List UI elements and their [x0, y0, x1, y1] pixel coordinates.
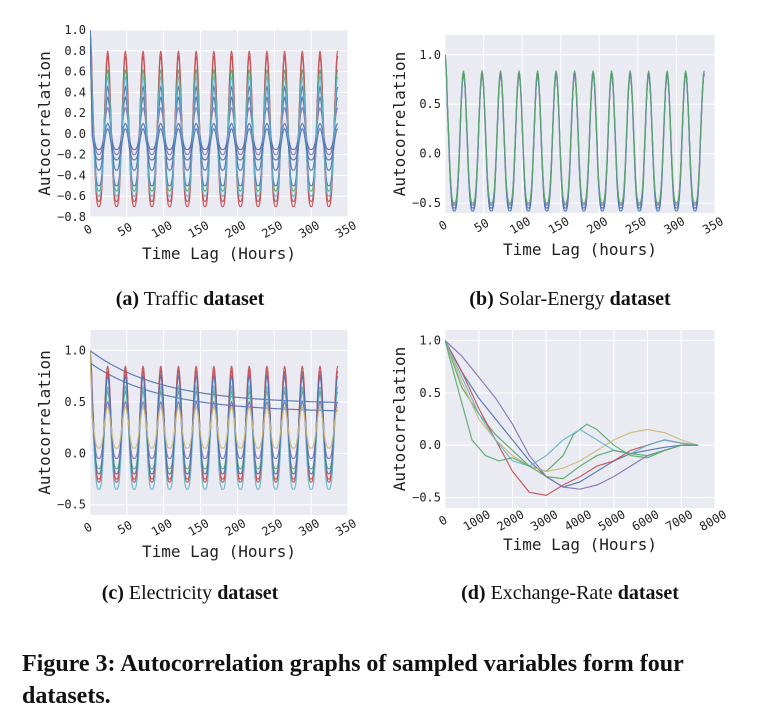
- caption-a: (a) Traffic dataset: [115, 288, 265, 310]
- x-tick-label: 50: [115, 518, 135, 537]
- y-tick-label: 0.4: [64, 85, 86, 99]
- y-tick-label: 0.8: [64, 44, 86, 58]
- series-group: [90, 30, 339, 208]
- y-tick-label: 0.2: [64, 106, 86, 120]
- x-tick-label: 50: [115, 220, 135, 239]
- series-line-blue: [90, 30, 339, 171]
- x-tick-label: 200: [223, 218, 249, 241]
- x-tick-label: 200: [584, 214, 610, 237]
- y-tick-label: 0.6: [64, 65, 86, 79]
- series-line-blue: [90, 30, 339, 151]
- y-tick-label: −0.5: [57, 498, 86, 512]
- series-line-blue: [445, 340, 699, 488]
- series-line-blue: [90, 350, 338, 403]
- x-tick-label: 250: [259, 218, 285, 241]
- x-tick-label: 50: [472, 216, 492, 235]
- y-tick-label: 0.0: [64, 127, 86, 141]
- x-tick-label: 350: [333, 516, 359, 539]
- x-tick-label: 250: [259, 516, 285, 539]
- series-line-red: [90, 30, 339, 208]
- series-line-yellow: [445, 340, 699, 473]
- x-tick-label: 100: [507, 214, 533, 237]
- x-tick-label: 4000: [562, 507, 594, 534]
- electricity-chart: 0 50 100 150 200 250 300 350 −0.5 0.0 0.5 1.0 Time L…: [35, 330, 359, 561]
- x-axis-label: Time Lag (Hours): [142, 244, 296, 263]
- y-tick-label: 1.0: [419, 48, 441, 62]
- y-tick-label: 0.5: [64, 395, 86, 409]
- x-tick-label: 0: [436, 513, 449, 529]
- y-tick-label: −0.6: [57, 189, 86, 203]
- x-tick-label: 350: [700, 214, 726, 237]
- series-line-blue: [90, 350, 339, 475]
- x-tick-label: 100: [149, 218, 175, 241]
- x-tick-label: 300: [662, 214, 688, 237]
- y-tick-label: 1.0: [419, 333, 441, 347]
- y-tick-label: −0.5: [412, 491, 441, 505]
- series-group: [445, 54, 705, 212]
- x-tick-label: 150: [546, 214, 572, 237]
- y-tick-label: 0.0: [419, 147, 441, 161]
- y-tick-label: 0.0: [419, 438, 441, 452]
- x-tick-label: 250: [623, 214, 649, 237]
- series-line-green: [445, 340, 699, 473]
- y-tick-label: 1.0: [64, 344, 86, 358]
- y-tick-label: −0.2: [57, 148, 86, 162]
- caption-b: (b) Solar-Energy dataset: [469, 288, 671, 310]
- x-tick-label: 7000: [663, 507, 695, 534]
- x-axis-label: Time Lag (hours): [503, 240, 657, 259]
- x-tick-label: 0: [81, 520, 94, 536]
- y-axis-label: Autocorrelation: [35, 350, 54, 495]
- x-tick-label: 0: [81, 222, 94, 238]
- x-tick-label: 150: [186, 516, 212, 539]
- x-tick-label: 3000: [528, 507, 560, 534]
- y-tick-label: −0.5: [412, 196, 441, 210]
- x-axis-label: Time Lag (Hours): [142, 542, 296, 561]
- solar-energy-chart: 0 50 100 150 200 250 300 350 −0.5 0.0 0.5 1.0 Time L…: [390, 35, 726, 259]
- traffic-chart: 0 50 100 150 200 250 300 350 −0.8 −0.6 −0.4 −0.2 0.0…: [35, 23, 359, 263]
- x-axis-label: Time Lag (Hours): [503, 535, 657, 554]
- caption-c: (c) Electricity dataset: [101, 582, 279, 604]
- series-line-blue: [90, 30, 339, 161]
- y-tick-label: 0.5: [419, 386, 441, 400]
- y-axis-label: Autocorrelation: [390, 52, 409, 197]
- series-line-purple: [90, 30, 339, 156]
- series-line-green: [445, 340, 699, 480]
- caption-d: (d) Exchange-Rate dataset: [461, 582, 679, 604]
- exchange-rate-chart: 0 1000 2000 3000 4000 5000 6000 7000 8000 −0.5 0.0…: [390, 330, 729, 554]
- series-line-cyan: [90, 30, 339, 197]
- x-tick-label: 150: [186, 218, 212, 241]
- series-group: [90, 350, 339, 490]
- series-line-green: [445, 54, 705, 204]
- x-tick-label: 8000: [697, 507, 729, 534]
- y-tick-label: 1.0: [64, 23, 86, 37]
- series-line-blue: [90, 362, 338, 412]
- y-tick-label: 0.5: [419, 97, 441, 111]
- x-tick-label: 6000: [629, 507, 661, 534]
- y-tick-label: −0.4: [57, 168, 86, 182]
- x-tick-label: 350: [333, 218, 359, 241]
- x-tick-label: 200: [223, 516, 249, 539]
- series-line-cyan: [445, 340, 699, 467]
- x-tick-label: 100: [149, 516, 175, 539]
- series-line-yellow: [90, 350, 339, 449]
- x-tick-label: 300: [296, 516, 322, 539]
- series-line-purple: [90, 350, 339, 460]
- y-tick-label: 0.0: [64, 446, 86, 460]
- x-tick-label: 5000: [596, 507, 628, 534]
- x-tick-label: 300: [296, 218, 322, 241]
- x-tick-label: 1000: [461, 507, 493, 534]
- x-tick-label: 0: [436, 218, 449, 234]
- series-group: [445, 340, 699, 497]
- y-tick-label: −0.8: [57, 210, 86, 224]
- x-tick-label: 2000: [494, 507, 526, 534]
- y-axis-label: Autocorrelation: [390, 347, 409, 492]
- y-axis-label: Autocorrelation: [35, 51, 54, 196]
- figure-caption: Figure 3: Autocorrelation graphs of samp…: [22, 651, 684, 709]
- series-line-cyan: [90, 350, 339, 490]
